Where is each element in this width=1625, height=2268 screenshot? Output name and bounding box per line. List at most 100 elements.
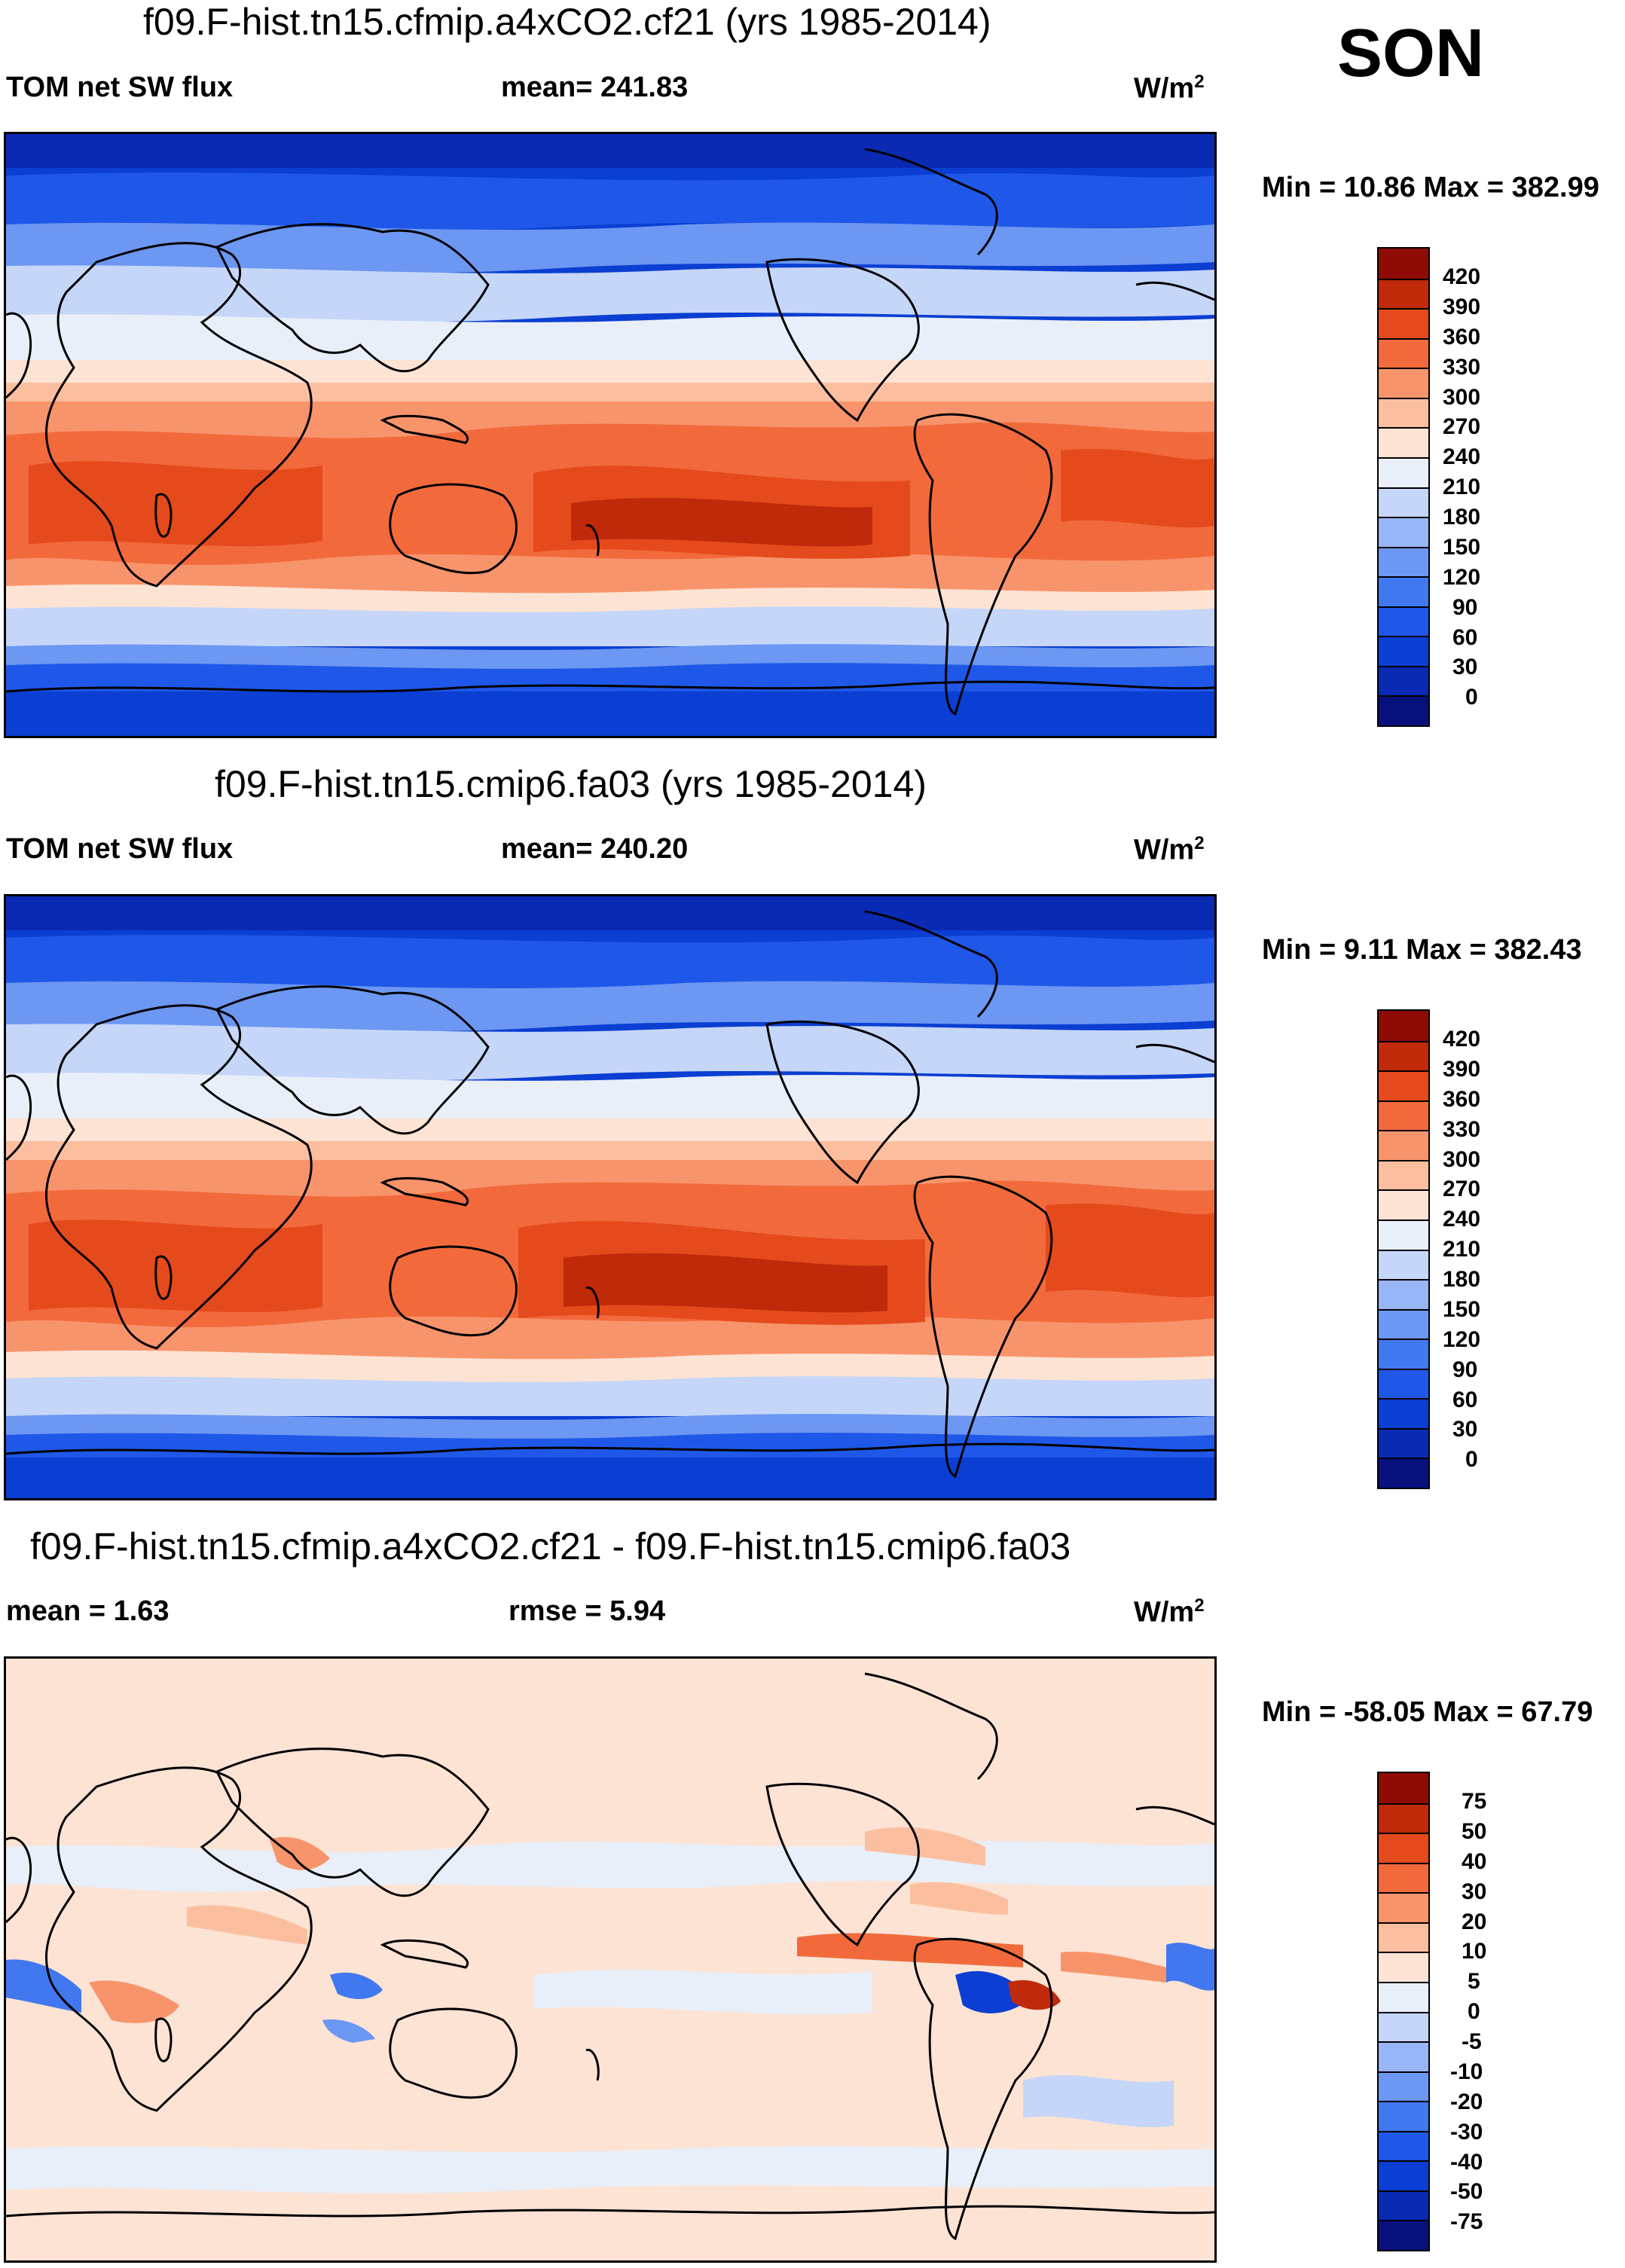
colorbar-box	[1379, 1892, 1428, 1922]
panel-title: f09.F-hist.tn15.cfmip.a4xCO2.cf21 (yrs 1…	[143, 1, 991, 43]
colorbar-tick-label: 40	[1462, 1849, 1487, 1874]
colorbar-box	[1379, 2220, 1428, 2250]
colorbar-box	[1379, 1219, 1428, 1250]
colorbar-tick-label: 420	[1443, 264, 1481, 289]
colorbar-tick-label: 210	[1443, 475, 1481, 499]
colorbar-box	[1379, 1100, 1428, 1131]
colorbar-tick-label: 75	[1462, 1789, 1487, 1814]
panel-units-label: W/m2	[1134, 72, 1205, 105]
panel-units-label: W/m2	[1134, 833, 1205, 866]
panel-variable-label: TOM net SW flux	[6, 833, 234, 865]
colorbar-tick-label: 420	[1443, 1027, 1481, 1052]
colorbar-tick-label: 360	[1443, 1087, 1481, 1112]
map-panel-top	[4, 132, 1217, 738]
colorbar-box	[1379, 1981, 1428, 2012]
colorbar-box	[1379, 695, 1428, 725]
panel-rmse-label: rmse = 5.94	[509, 1595, 666, 1627]
colorbar-tick-label: 60	[1452, 625, 1478, 650]
colorbar-box	[1379, 576, 1428, 606]
colorbar-box	[1379, 2160, 1428, 2190]
colorbar-tick-label: 360	[1443, 325, 1481, 350]
colorbar-tick-label: -40	[1450, 2150, 1483, 2175]
colorbar-tick-label: 0	[1465, 685, 1478, 710]
colorbar-box	[1379, 1040, 1428, 1071]
colorbar-tick-label: 270	[1443, 1177, 1481, 1201]
colorbar-tick-label: 120	[1443, 565, 1481, 590]
colorbar-box	[1379, 1159, 1428, 1190]
colorbar-tick-label: 240	[1443, 444, 1481, 469]
colorbar-tick-label: 210	[1443, 1237, 1481, 1262]
colorbar-box	[1379, 427, 1428, 457]
colorbar-box	[1379, 1952, 1428, 1982]
colorbar-box	[1379, 1249, 1428, 1280]
colorbar-tick-label: 150	[1443, 535, 1481, 560]
colorbar-box	[1379, 546, 1428, 577]
colorbar-box	[1379, 1130, 1428, 1160]
colorbar-box	[1379, 1070, 1428, 1100]
colorbar-tick-label: 390	[1443, 295, 1481, 319]
colorbar-box	[1379, 2101, 1428, 2131]
colorbar-box	[1379, 1011, 1428, 1041]
colorbar-tick-label: 180	[1443, 505, 1481, 530]
heatmap-middle	[6, 896, 1214, 1498]
colorbar-box	[1379, 2190, 1428, 2221]
panel-minmax-label: Min = 9.11 Max = 382.43	[1262, 934, 1582, 966]
colorbar-tick-label: 90	[1452, 1357, 1478, 1382]
colorbar-box	[1379, 1279, 1428, 1309]
panel-mean-label: mean= 240.20	[501, 833, 689, 865]
colorbar-tick-label: 0	[1465, 1447, 1478, 1472]
panel-title: f09.F-hist.tn15.cfmip.a4xCO2.cf21 - f09.…	[30, 1525, 1071, 1567]
colorbar-tick-label: -30	[1450, 2120, 1483, 2144]
colorbar-box	[1379, 1862, 1428, 1893]
colorbar-tick-label: -75	[1450, 2209, 1483, 2234]
colorbar-tick-label: 20	[1462, 1909, 1487, 1934]
colorbar-box	[1379, 397, 1428, 428]
colorbar-box	[1379, 308, 1428, 338]
colorbar-tick-label: 30	[1452, 1417, 1478, 1442]
colorbar-tick-label: 5	[1468, 1969, 1480, 1994]
colorbar-box	[1379, 2011, 1428, 2042]
colorbar-middle	[1377, 1009, 1430, 1489]
colorbar-box	[1379, 456, 1428, 487]
colorbar-box	[1379, 2130, 1428, 2161]
season-label: SON	[1337, 16, 1485, 91]
panel-minmax-label: Min = 10.86 Max = 382.99	[1262, 172, 1599, 203]
colorbar-box	[1379, 1922, 1428, 1952]
colorbar-box	[1379, 1308, 1428, 1339]
panel-units-label: W/m2	[1134, 1595, 1205, 1629]
colorbar-tick-label: -50	[1450, 2179, 1483, 2204]
colorbar-box	[1379, 1833, 1428, 1863]
map-panel-bottom	[4, 1656, 1217, 2263]
panel-minmax-label: Min = -58.05 Max = 67.79	[1262, 1696, 1593, 1728]
colorbar-tick-label: 180	[1443, 1267, 1481, 1292]
map-panel-middle	[4, 894, 1217, 1500]
colorbar-tick-label: -10	[1450, 2059, 1483, 2084]
colorbar-box	[1379, 1458, 1428, 1488]
colorbar-tick-label: -20	[1450, 2089, 1483, 2114]
colorbar-box	[1379, 1189, 1428, 1219]
colorbar-tick-label: 330	[1443, 355, 1481, 380]
colorbar-box	[1379, 517, 1428, 547]
colorbar-top	[1377, 247, 1430, 727]
colorbar-tick-label: 300	[1443, 385, 1481, 410]
colorbar-box	[1379, 2071, 1428, 2102]
colorbar-tick-label: 0	[1468, 1999, 1480, 2024]
colorbar-box	[1379, 636, 1428, 666]
colorbar-tick-label: 10	[1462, 1939, 1487, 1964]
colorbar-box	[1379, 1802, 1428, 1833]
colorbar-tick-label: 240	[1443, 1207, 1481, 1232]
colorbar-box	[1379, 368, 1428, 398]
colorbar-tick-label: 330	[1443, 1117, 1481, 1142]
colorbar-tick-label: 90	[1452, 595, 1478, 620]
colorbar-tick-label: 60	[1452, 1387, 1478, 1412]
colorbar-tick-label: 120	[1443, 1327, 1481, 1352]
colorbar-tick-label: 300	[1443, 1147, 1481, 1172]
colorbar-tick-label: 30	[1452, 655, 1478, 679]
colorbar-tick-label: 150	[1443, 1297, 1481, 1322]
colorbar-box	[1379, 1427, 1428, 1458]
panel-mean-label: mean= 241.83	[501, 72, 689, 103]
colorbar-tick-label: -5	[1462, 2029, 1482, 2054]
heatmap-top	[6, 134, 1214, 736]
colorbar-tick-label: 30	[1462, 1879, 1487, 1904]
colorbar-box	[1379, 606, 1428, 636]
